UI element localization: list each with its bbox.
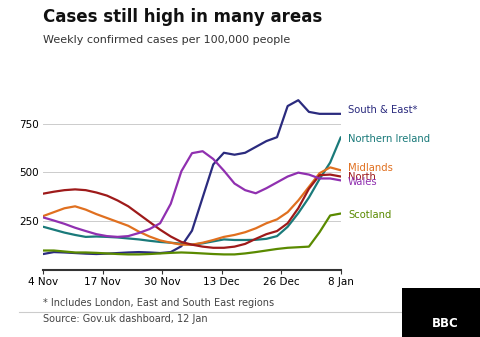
Text: Scotland: Scotland [348, 210, 391, 220]
Text: * Includes London, East and South East regions: * Includes London, East and South East r… [43, 298, 275, 308]
Text: Cases still high in many areas: Cases still high in many areas [43, 8, 323, 26]
Text: Midlands: Midlands [348, 163, 393, 173]
Text: Weekly confirmed cases per 100,000 people: Weekly confirmed cases per 100,000 peopl… [43, 35, 290, 45]
Text: South & East*: South & East* [348, 105, 418, 115]
Text: North: North [348, 172, 376, 182]
Text: BBC: BBC [432, 317, 458, 330]
Text: Wales: Wales [348, 177, 378, 187]
Text: Northern Ireland: Northern Ireland [348, 134, 430, 144]
Text: Source: Gov.uk dashboard, 12 Jan: Source: Gov.uk dashboard, 12 Jan [43, 314, 208, 324]
